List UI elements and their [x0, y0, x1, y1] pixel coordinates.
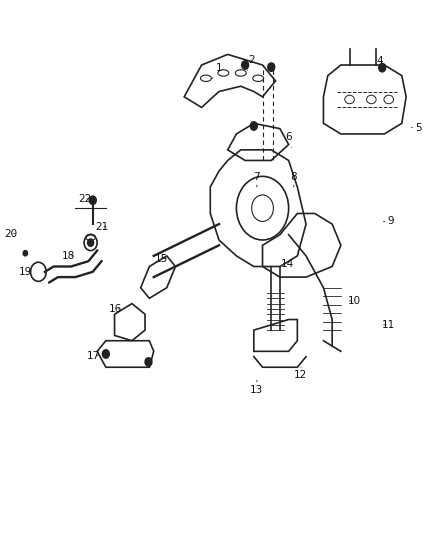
Text: 1: 1: [212, 63, 223, 78]
Circle shape: [145, 358, 152, 366]
Circle shape: [242, 61, 249, 69]
Text: 20: 20: [4, 229, 18, 239]
Text: 4: 4: [377, 56, 383, 71]
Text: 16: 16: [109, 304, 122, 314]
Text: 11: 11: [382, 320, 396, 330]
Text: 6: 6: [285, 132, 292, 147]
Circle shape: [88, 239, 94, 246]
Text: 5: 5: [411, 123, 422, 133]
Circle shape: [102, 350, 110, 358]
Text: 12: 12: [294, 367, 307, 380]
Circle shape: [268, 63, 275, 71]
Text: 8: 8: [290, 172, 297, 187]
Circle shape: [23, 251, 28, 256]
Text: 15: 15: [155, 254, 168, 263]
Text: 22: 22: [78, 193, 92, 204]
Text: 14: 14: [281, 259, 294, 269]
Circle shape: [251, 122, 257, 130]
Text: 3: 3: [268, 63, 275, 78]
Text: 2: 2: [247, 55, 255, 70]
Text: 7: 7: [254, 172, 260, 187]
Text: 17: 17: [87, 351, 100, 361]
Text: 9: 9: [384, 216, 394, 227]
Circle shape: [379, 63, 386, 72]
Text: 13: 13: [250, 381, 264, 394]
Text: 19: 19: [19, 267, 32, 277]
Text: 18: 18: [62, 251, 75, 261]
Text: 21: 21: [95, 222, 108, 232]
Circle shape: [89, 196, 96, 205]
Text: 10: 10: [347, 296, 360, 306]
